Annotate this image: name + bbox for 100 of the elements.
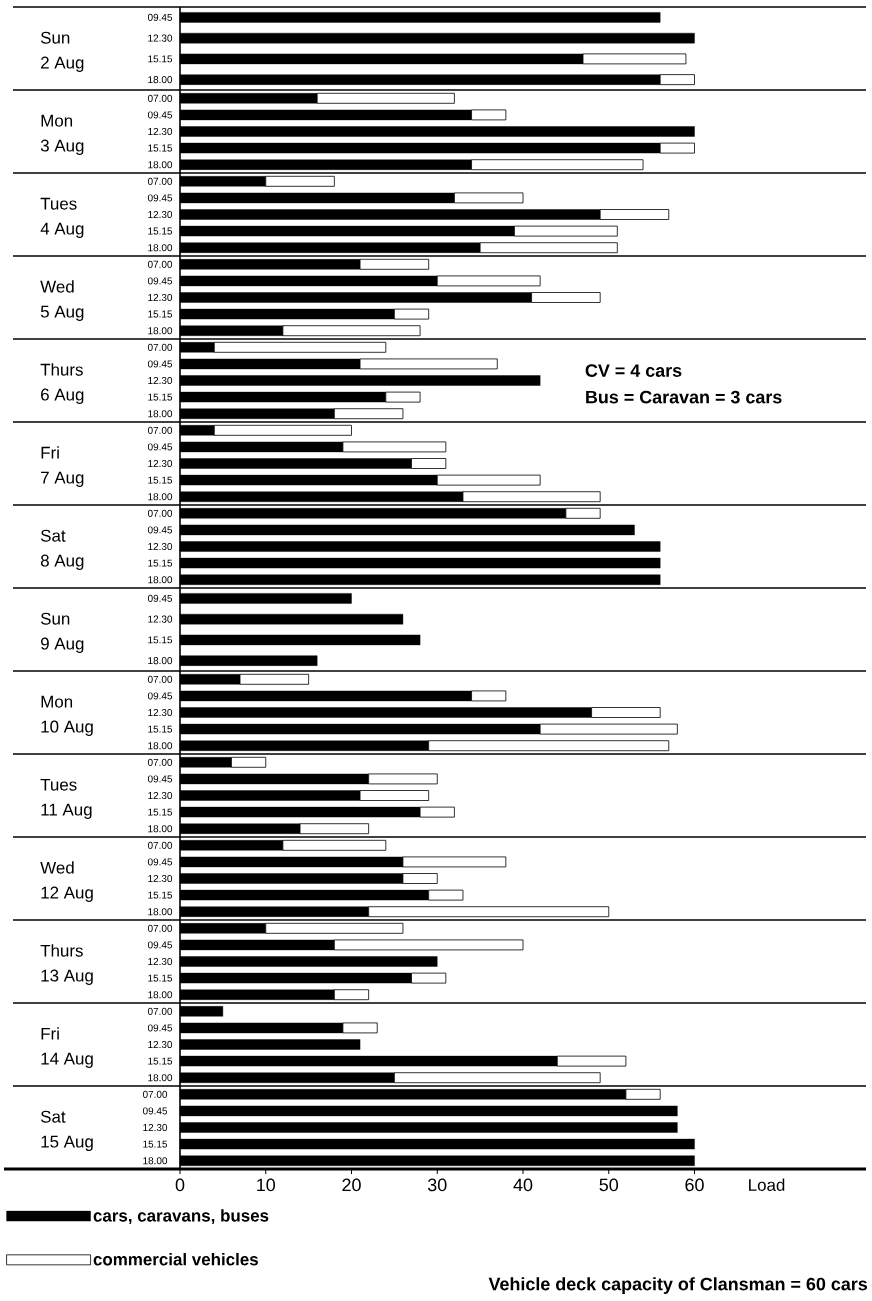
y-tick-label: 15.15 — [148, 227, 173, 235]
y-tick-label: 09.45 — [147, 194, 173, 202]
legend-label: commercial vehicles — [93, 1252, 258, 1266]
text: 3 Aug — [40, 139, 84, 155]
text: Sun — [40, 612, 70, 625]
x-tick-label: 0 — [175, 1178, 185, 1192]
y-tick-label: 07.00 — [147, 1007, 173, 1015]
y-tick-label: 09.45 — [147, 594, 173, 602]
text: 9 Aug — [40, 637, 84, 653]
y-tick-label: 18.00 — [148, 76, 173, 84]
y-tick-label: 12.30 — [148, 957, 173, 966]
text: Fri — [41, 1027, 59, 1040]
text: 12 Aug — [41, 886, 93, 902]
y-tick-label: 07.00 — [147, 94, 173, 102]
text: 13 Aug — [41, 969, 93, 985]
y-tick-label: 09.45 — [147, 692, 173, 700]
y-tick-label: 12.30 — [148, 376, 173, 385]
y-tick-label: 18.00 — [148, 244, 173, 252]
text: 6 Aug — [41, 388, 84, 404]
text: Sun — [40, 31, 70, 44]
x-tick-label: 10 — [257, 1178, 276, 1192]
y-tick-label: 09.45 — [147, 111, 173, 119]
y-tick-label: 12.30 — [148, 615, 173, 623]
y-tick-label: 09.45 — [147, 277, 173, 285]
y-tick-label: 12.30 — [148, 1040, 173, 1049]
y-tick-label: 18.00 — [148, 161, 173, 169]
x-tick-label: 60 — [685, 1178, 704, 1192]
y-tick-label: 12.30 — [143, 1123, 168, 1132]
y-tick-label: 15.15 — [148, 725, 173, 733]
y-tick-label: 15.15 — [148, 310, 173, 318]
y-tick-label: 12.30 — [148, 791, 173, 800]
text: Vehicle deck capacity of Clansman = 60 cars — [488, 1277, 868, 1294]
y-tick-label: 07.00 — [142, 1090, 168, 1098]
y-tick-label: 15.15 — [148, 891, 173, 899]
x-axis-title: Load — [749, 1178, 785, 1191]
text: 10 Aug — [41, 720, 93, 736]
text: Wed — [40, 861, 74, 874]
y-tick-label: 12.30 — [148, 293, 173, 302]
y-tick-label: 18.00 — [148, 908, 173, 916]
y-tick-label: 15.15 — [148, 393, 173, 401]
text: 7 Aug — [41, 471, 84, 487]
y-tick-label: 18.00 — [148, 327, 173, 335]
text: 11 Aug — [41, 803, 92, 819]
y-tick-label: 18.00 — [143, 1157, 168, 1165]
text: 4 Aug — [40, 222, 84, 238]
y-tick-label: 15.15 — [148, 55, 173, 63]
x-tick-label: 20 — [342, 1178, 361, 1192]
y-tick-label: 18.00 — [148, 493, 173, 501]
text: Mon — [41, 114, 73, 127]
y-tick-label: 07.00 — [147, 841, 173, 849]
y-tick-label: 12.30 — [148, 874, 173, 883]
y-tick-label: 18.00 — [148, 410, 173, 418]
y-tick-label: 07.00 — [147, 675, 173, 683]
text: Fri — [41, 446, 59, 459]
text: Wed — [40, 280, 74, 293]
y-tick-label: 09.45 — [147, 858, 173, 866]
text: Mon — [41, 695, 73, 708]
y-tick-label: 15.15 — [148, 1057, 173, 1065]
y-tick-label: 15.15 — [143, 1140, 168, 1148]
text: Sat — [40, 529, 66, 542]
y-tick-label: 07.00 — [147, 177, 173, 185]
y-tick-label: 07.00 — [147, 509, 173, 517]
x-tick-label: 40 — [513, 1178, 533, 1192]
y-tick-label: 15.15 — [148, 808, 173, 816]
y-tick-label: 09.45 — [147, 1024, 173, 1032]
y-tick-label: 09.45 — [147, 526, 173, 534]
y-tick-label: 07.00 — [147, 924, 173, 932]
y-tick-label: 12.30 — [148, 210, 173, 219]
y-tick-label: 18.00 — [148, 991, 173, 999]
y-tick-label: 18.00 — [148, 1074, 173, 1082]
y-tick-label: 15.15 — [148, 144, 173, 152]
text: Thurs — [40, 363, 83, 376]
y-tick-label: 15.15 — [148, 636, 173, 644]
text: Sat — [40, 1110, 66, 1123]
text: Tues — [40, 778, 77, 791]
text: Tues — [40, 197, 77, 210]
y-tick-label: 09.45 — [147, 443, 173, 451]
y-tick-label: 12.30 — [148, 708, 173, 717]
y-tick-label: 09.45 — [147, 941, 173, 949]
y-tick-label: 09.45 — [147, 13, 173, 21]
y-tick-label: 07.00 — [147, 426, 173, 434]
y-tick-label: 12.30 — [148, 459, 173, 468]
text: 2 Aug — [41, 56, 84, 72]
y-tick-label: 12.30 — [148, 542, 173, 551]
y-tick-label: 15.15 — [148, 476, 173, 484]
x-tick-label: 50 — [599, 1178, 619, 1192]
y-tick-label: 09.45 — [147, 360, 173, 368]
y-tick-label: 07.00 — [147, 260, 173, 268]
text: 15 Aug — [41, 1135, 93, 1151]
y-tick-label: 09.45 — [147, 775, 173, 783]
y-tick-label: 12.30 — [148, 34, 173, 42]
y-tick-label: 18.00 — [148, 657, 173, 665]
y-tick-label: 12.30 — [148, 127, 173, 136]
text: 5 Aug — [40, 305, 84, 321]
y-tick-label: 18.00 — [148, 825, 173, 833]
annotation: CV = 4 cars — [585, 364, 682, 377]
y-tick-label: 18.00 — [148, 742, 173, 750]
y-tick-label: 09.45 — [142, 1107, 168, 1115]
y-tick-label: 15.15 — [148, 559, 173, 567]
text: Thurs — [40, 944, 83, 957]
